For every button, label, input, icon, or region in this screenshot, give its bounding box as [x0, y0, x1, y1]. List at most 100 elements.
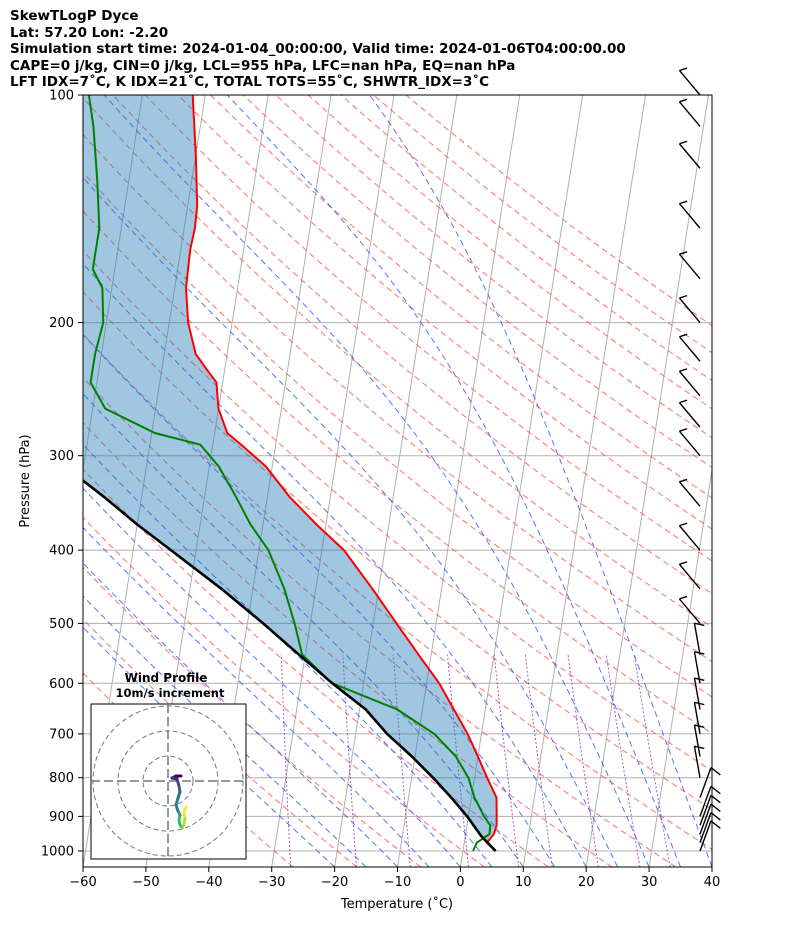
barb-flag [694, 745, 705, 750]
isotherm [271, 95, 395, 867]
dry-adiabat [83, 171, 712, 698]
mixing-ratio-line [524, 654, 553, 867]
dry-adiabat [83, 422, 613, 867]
x-tick-label: 10 [515, 875, 532, 890]
barb-staff [678, 203, 701, 229]
barb-flag [679, 294, 688, 299]
y-tick-label: 600 [49, 677, 74, 692]
inset-ring-10 [142, 755, 194, 807]
barb-flag [679, 140, 688, 145]
y-tick-label: 1000 [41, 844, 74, 859]
x-tick-label: 0 [456, 875, 464, 890]
dry-adiabat [83, 291, 712, 811]
dry-adiabat [210, 95, 712, 499]
barb-staff [678, 598, 701, 624]
mixing-ratio-line [567, 654, 599, 867]
time-line: Simulation start time: 2024-01-04_00:00:… [10, 41, 626, 57]
barb-flag [679, 399, 688, 404]
isotherm [648, 466, 712, 867]
wind-barbs [678, 67, 721, 852]
wind-profile-inset: Wind Profile 10m/s increment [90, 671, 247, 860]
hodograph-trace [170, 774, 188, 830]
x-tick-label: 20 [578, 875, 595, 890]
wind-barb [678, 368, 701, 397]
wind-barb [693, 724, 705, 757]
mixing-ratio-line [447, 654, 469, 867]
x-tick-label: 40 [704, 875, 721, 890]
mixing-ratio-line [605, 654, 641, 867]
x-axis-label: Temperature (˚C) [340, 896, 453, 912]
inset-frame [90, 703, 247, 860]
y-tick-label: 300 [49, 449, 74, 464]
wind-barb [693, 622, 705, 655]
chart-title: SkewTLogP Dyce [10, 8, 139, 24]
isotherm [83, 95, 143, 474]
dry-adiabat [307, 95, 712, 410]
wind-barb [678, 140, 701, 169]
moist-adiabat [226, 95, 681, 867]
barb-staff [693, 677, 701, 710]
mixing-ratio-line [392, 654, 411, 867]
barb-flag [710, 794, 721, 804]
isotherm [522, 95, 647, 867]
wind-barb [693, 745, 705, 778]
moist-adiabat [83, 526, 430, 867]
y-tick-label: 800 [49, 771, 74, 786]
dry-adiabat [83, 516, 485, 867]
x-tick-label: −50 [132, 875, 159, 890]
axis-ticks: −60 −50 −40 −30 −20 −10 0 10 20 30 40 1000 900 800 700… [41, 89, 720, 891]
cin-area [83, 95, 497, 851]
parcel-profile-line [83, 479, 497, 852]
barb-flag [710, 785, 721, 795]
barb-flag [679, 561, 688, 565]
barb-flag [679, 595, 688, 600]
wind-barb [678, 399, 701, 428]
isotherm [0, 95, 17, 867]
barb-staff [678, 563, 701, 590]
x-tick-label: −30 [258, 875, 285, 890]
isotherm [585, 95, 709, 867]
y-tick-label: 900 [49, 810, 74, 825]
barb-flag [694, 724, 705, 728]
barb-flag [710, 820, 721, 829]
isotherm [459, 95, 584, 867]
barb-staff [678, 70, 701, 96]
barb-staff [678, 143, 701, 169]
chart-header: SkewTLogP Dyce Lat: 57.20 Lon: -2.20 Sim… [10, 8, 626, 91]
barb-flag [679, 67, 688, 72]
barb-flag [710, 812, 721, 821]
dry-adiabat [83, 618, 358, 867]
wind-barb [678, 67, 701, 96]
barb-staff [693, 746, 701, 778]
mixing-ratio-line [633, 654, 671, 867]
barb-staff [678, 101, 701, 127]
barb-staff [693, 724, 701, 757]
barb-staff [693, 651, 701, 684]
moist-adiabat [83, 176, 619, 867]
wind-barb [699, 812, 721, 843]
isotherm [334, 95, 458, 867]
x-tick-label: −10 [384, 875, 411, 890]
barb-staff [699, 767, 712, 798]
wind-barb [678, 251, 701, 280]
y-tick-label: 100 [49, 89, 74, 104]
barb-staff [693, 702, 701, 734]
wind-barb [678, 561, 701, 590]
x-tick-label: −40 [195, 875, 222, 890]
inset-subtitle: 10m/s increment [116, 686, 225, 700]
mixing-ratio-line [493, 654, 520, 867]
moist-adiabat [369, 95, 712, 867]
barb-staff [678, 481, 701, 507]
moist-adiabat [83, 333, 556, 867]
barb-staff [699, 803, 712, 835]
barb-staff [678, 336, 701, 362]
barb-staff [699, 820, 712, 852]
barb-staff [678, 525, 701, 551]
barb-flag [679, 522, 688, 527]
dry-adiabat [83, 250, 712, 772]
wind-barb [678, 478, 701, 507]
barb-flag [710, 767, 721, 776]
profile-lines [83, 95, 498, 852]
barb-flag [679, 478, 688, 483]
